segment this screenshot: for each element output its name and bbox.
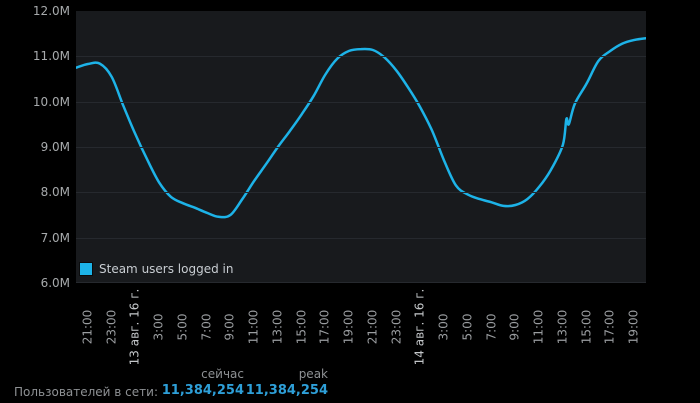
x-axis-time-label: 19:00: [626, 309, 641, 345]
y-gridline: [76, 237, 646, 239]
x-axis-time-label: 17:00: [602, 309, 617, 345]
chart-canvas: [76, 36, 646, 219]
x-axis-time-label: 23:00: [389, 309, 404, 345]
chart-plot-area[interactable]: [76, 11, 646, 283]
x-axis-time-label: 9:00: [222, 313, 237, 341]
legend-swatch-icon: [79, 261, 93, 276]
y-axis-label: 12.0M: [32, 4, 70, 18]
x-axis-time-label: 13:00: [555, 309, 570, 345]
stats-column-header-peak: peak: [298, 367, 328, 381]
steam-users-line: [76, 36, 646, 219]
y-gridline: [76, 147, 646, 148]
y-axis-label: 6.0M: [40, 276, 70, 290]
x-axis-time-label: 9:00: [507, 313, 522, 341]
x-axis-time-label: 17:00: [317, 309, 332, 345]
y-axis-label: 8.0M: [40, 185, 70, 200]
x-axis-time-label: 7:00: [484, 313, 499, 341]
y-axis-label: 11.0M: [32, 49, 70, 64]
x-axis-time-label: 11:00: [531, 309, 546, 345]
x-axis-time-label: 21:00: [365, 309, 380, 345]
y-gridline: [76, 192, 646, 194]
y-gridline: [76, 101, 646, 103]
x-axis-date-label: 14 авг. 16 г.: [412, 288, 427, 366]
y-gridline: [76, 282, 646, 283]
x-axis-time-label: 15:00: [294, 309, 309, 345]
x-axis-time-label: 13:00: [270, 309, 285, 345]
y-axis-label: 9.0M: [40, 140, 70, 154]
x-axis-time-label: 7:00: [199, 313, 214, 341]
stats-column-header-now: сейчас: [201, 367, 244, 381]
x-axis-time-label: 21:00: [80, 309, 95, 345]
y-gridline: [76, 56, 646, 58]
x-axis-time-label: 19:00: [341, 309, 356, 345]
y-axis-label: 7.0M: [40, 230, 70, 245]
x-axis-time-label: 3:00: [151, 313, 166, 341]
y-axis-label: 10.0M: [32, 94, 70, 109]
x-axis-time-label: 23:00: [104, 309, 119, 345]
x-axis-time-label: 15:00: [579, 309, 594, 345]
peak-users-value: 11,384,254: [245, 383, 328, 398]
online-users-row-label: Пользователей в сети:: [14, 385, 158, 399]
current-users-value: 11,384,254: [161, 383, 244, 398]
x-axis-time-label: 3:00: [436, 313, 451, 341]
x-axis-time-label: 11:00: [246, 309, 261, 345]
legend: Steam users logged in: [79, 261, 233, 276]
legend-label: Steam users logged in: [99, 261, 234, 276]
x-axis-date-label: 13 авг. 16 г.: [127, 288, 142, 366]
x-axis-time-label: 5:00: [460, 313, 475, 341]
x-axis-time-label: 5:00: [175, 313, 190, 341]
